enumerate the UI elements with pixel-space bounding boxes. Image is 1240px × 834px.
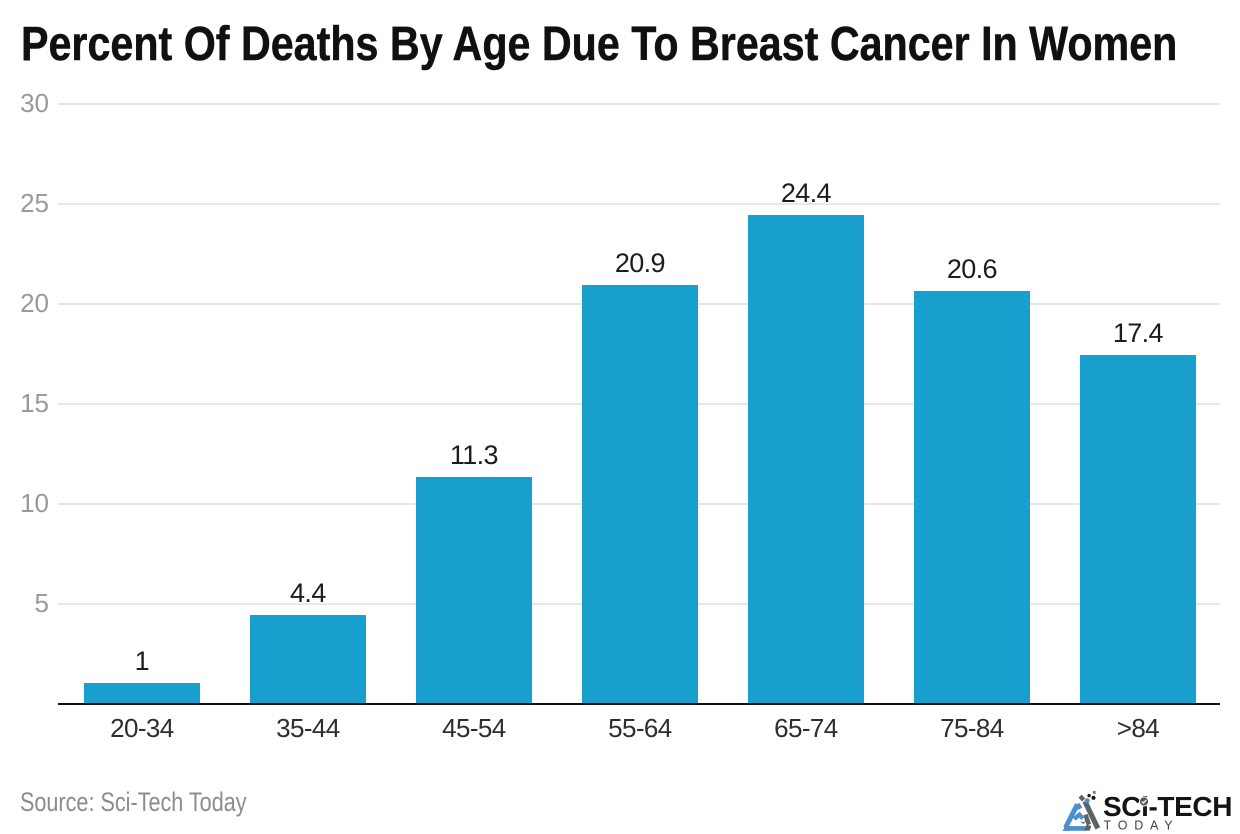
svg-text:TODAY: TODAY (1104, 818, 1180, 832)
svg-text:SCi-TECH: SCi-TECH (1103, 791, 1232, 822)
